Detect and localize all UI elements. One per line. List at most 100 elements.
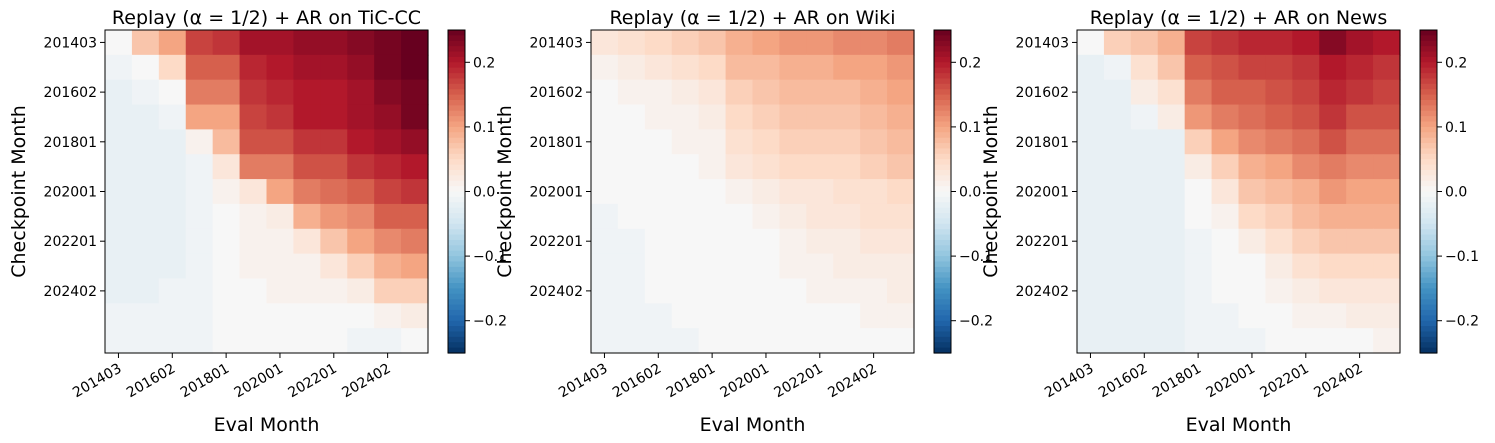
x-tick-label: 202001 [718, 361, 772, 402]
heatmap-cell [293, 179, 321, 205]
x-tick-label: 201403 [556, 361, 610, 402]
colorbar-segment [448, 137, 465, 144]
heatmap-cell [1103, 104, 1132, 130]
heatmap-cell [131, 228, 160, 255]
y-tick-label: 201403 [1016, 35, 1069, 51]
heatmap-cell [239, 54, 268, 81]
colorbar-segment [934, 78, 951, 85]
heatmap-cell [617, 54, 646, 81]
heatmap-cell [1103, 79, 1132, 106]
colorbar-segment [934, 30, 951, 36]
heatmap-cell [671, 154, 700, 180]
heatmap-cell [1211, 129, 1240, 155]
heatmap-cell [1211, 253, 1240, 280]
heatmap-cell [671, 303, 700, 329]
heatmap-cell [1130, 129, 1159, 155]
colorbar-segment [448, 164, 465, 171]
heatmap-cell [1346, 278, 1374, 304]
heatmap-cell [347, 203, 375, 230]
heatmap-cell [131, 303, 160, 329]
colorbar-segment [448, 320, 465, 327]
heatmap-cell [644, 278, 673, 304]
heatmap-cell [320, 129, 348, 155]
heatmap-cell [1103, 278, 1132, 304]
heatmap-cell [1346, 104, 1374, 130]
colorbar: −0.2 −0.1 0.0 0.1 0.2 [933, 29, 993, 354]
colorbar-segment [1420, 99, 1437, 106]
heatmap-cell [1103, 328, 1132, 354]
colorbar-segment [934, 234, 951, 241]
x-tick-label: 201602 [610, 361, 664, 402]
colorbar-segment [934, 121, 951, 128]
heatmap-cell [806, 303, 834, 329]
colorbar-segment [448, 67, 465, 74]
heatmap-cell [1238, 228, 1267, 255]
x-tick-label: 202402 [339, 361, 393, 402]
colorbar-segment [448, 89, 465, 96]
heatmap-cell [1103, 54, 1132, 81]
colorbar-segment [1420, 277, 1437, 284]
heatmap-cell [1077, 278, 1105, 304]
colorbar-segment [1420, 336, 1437, 343]
colorbar-tick-label: −0.2 [1445, 314, 1479, 330]
heatmap-cell [185, 30, 214, 56]
heatmap-cell [401, 54, 429, 81]
heatmap-cell [1157, 79, 1186, 106]
colorbar-segment [1420, 159, 1437, 166]
heatmap-panel-3: Replay (α = 1/2) + AR on News20140320160… [980, 7, 1479, 436]
heatmap-cell [617, 278, 646, 304]
colorbar-tick-label: 0.2 [1445, 55, 1467, 71]
x-tick-label: 201801 [1150, 361, 1204, 402]
y-tick-label: 202001 [530, 185, 583, 201]
colorbar-segment [1420, 288, 1437, 295]
heatmap-cell [158, 179, 187, 205]
colorbar-segment [934, 256, 951, 263]
x-tick-label: 202201 [1257, 361, 1311, 402]
heatmap-cell [185, 228, 214, 255]
heatmap-cell [860, 203, 888, 230]
heatmap-cell [320, 104, 348, 130]
heatmap-cell [320, 79, 348, 106]
heatmap-cell [806, 253, 834, 280]
x-axis-label: Eval Month [214, 414, 320, 436]
heatmap-cell [185, 54, 214, 81]
heatmap-cell [806, 79, 834, 106]
heatmap-cell [887, 228, 915, 255]
heatmap-cell [1077, 328, 1105, 354]
heatmap-cell [374, 129, 402, 155]
heatmap-cell [698, 228, 727, 255]
y-axis-label: Checkpoint Month [980, 105, 1002, 278]
heatmap-cell [1130, 179, 1159, 205]
heatmap-cell [1103, 179, 1132, 205]
heatmap-cell [860, 104, 888, 130]
colorbar-segment [1420, 110, 1437, 117]
heatmap-cell [1184, 228, 1213, 255]
heatmap-cell [158, 303, 187, 329]
colorbar-segment [1420, 326, 1437, 333]
heatmap-cell [1373, 79, 1401, 106]
heatmap-cell [833, 179, 861, 205]
heatmap-cell [131, 278, 160, 304]
heatmap-cell [1319, 203, 1347, 230]
heatmap-cell [1184, 203, 1213, 230]
heatmap-cell [806, 179, 834, 205]
colorbar-tick-label: 0.1 [473, 120, 495, 136]
heatmap-cell [347, 328, 375, 354]
heatmap-cell [752, 303, 781, 329]
heatmap-cell [1130, 30, 1159, 56]
heatmap-cell [239, 278, 268, 304]
heatmap-cell [347, 253, 375, 280]
colorbar-segment [934, 62, 951, 69]
heatmap-cell [374, 154, 402, 180]
heatmap-cell [887, 179, 915, 205]
colorbar-segment [934, 309, 951, 316]
colorbar-segment [1420, 78, 1437, 85]
heatmap-cell [671, 30, 700, 56]
colorbar-segment [1420, 153, 1437, 160]
heatmap-cell [860, 179, 888, 205]
heatmap-panel-1: Replay (α = 1/2) + AR on TiC-CC201403201… [8, 7, 507, 436]
heatmap-cell [158, 253, 187, 280]
colorbar-segment [448, 78, 465, 85]
colorbar-segment [448, 83, 465, 90]
